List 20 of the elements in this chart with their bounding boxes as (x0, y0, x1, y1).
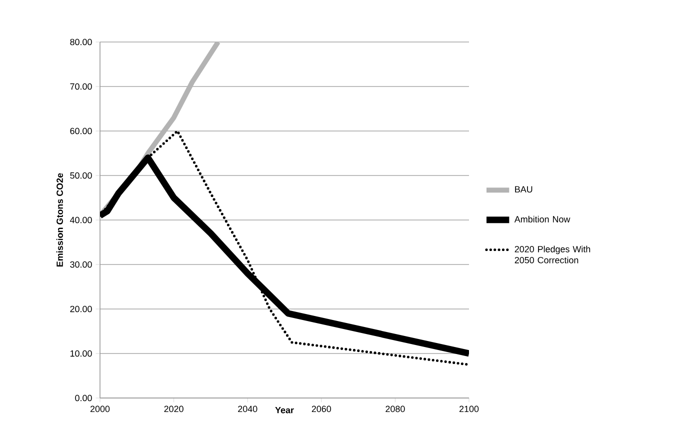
y-tick-label: 30.00 (70, 261, 92, 268)
y-tick-label: 10.00 (70, 350, 92, 357)
y-tick-label: 0.00 (75, 394, 92, 402)
legend-label: BAU (515, 186, 532, 193)
legend-label: Ambition Now (514, 216, 570, 222)
y-tick-label: 50.00 (70, 172, 92, 179)
y-tick-label: 40.00 (70, 216, 92, 224)
y-tick-label: 70.00 (70, 83, 92, 90)
y-tick-label: 80.00 (70, 38, 92, 46)
x-tick-label: 2100 (459, 406, 479, 412)
x-tick-label: 2060 (312, 406, 332, 412)
legend-label: 2020 Pledges With 2050 Correction (514, 246, 590, 264)
y-axis-title: Emission Gtons CO2e (56, 173, 63, 266)
y-tick-label: 20.00 (70, 306, 92, 312)
x-tick-label: 2080 (386, 406, 405, 412)
x-tick-label: 2020 (164, 406, 184, 412)
x-tick-label: 2040 (238, 406, 258, 412)
y-tick-label: 60.00 (70, 128, 92, 134)
x-axis-title: Year (275, 407, 294, 414)
x-tick-label: 2000 (90, 406, 110, 412)
